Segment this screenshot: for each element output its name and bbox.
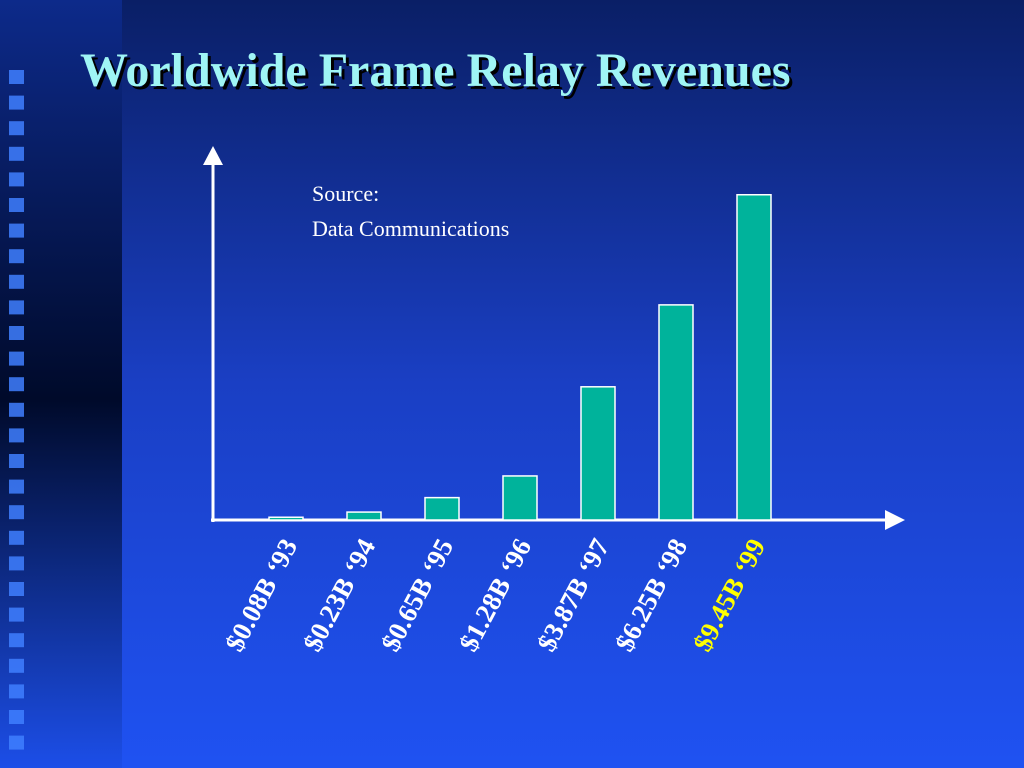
bar [502,475,538,521]
decor-square [9,121,24,136]
decor-square [9,326,24,340]
decor-square [9,710,24,724]
annotation: Source: [312,181,379,206]
decor-square [9,505,24,520]
decor-square [9,274,24,289]
decor-square [9,530,24,545]
chart-title: Worldwide Frame Relay Revenues [80,44,791,97]
decor-square [9,607,24,622]
bar [268,516,304,521]
decor-square [9,223,24,238]
decor-square [9,70,24,84]
decor-square [9,172,24,187]
decor-square [9,402,24,417]
decor-square [9,249,24,264]
decor-square [9,454,24,468]
decor-square [9,582,24,596]
decor-square [9,146,24,161]
decor-square [9,377,24,392]
bar [658,304,694,521]
annotation: Data Communications [312,216,509,241]
bar [346,511,382,521]
decor-square [9,198,24,212]
x-axis-arrow [885,510,905,530]
decor-square [9,658,24,673]
decor-square [9,351,24,366]
chart-title-shadow: Worldwide Frame Relay Revenues [83,47,794,100]
decor-square [9,735,24,750]
bar [736,193,772,521]
decor-square [9,556,24,571]
decor-square [9,428,24,443]
decor-squares [9,70,24,750]
decor-square [9,684,24,699]
bar [580,386,616,521]
decor-square [9,479,24,494]
y-axis-arrow [203,146,223,165]
decor-square [9,300,24,315]
decor-square [9,633,24,648]
decor-square [9,95,24,110]
bar [424,496,460,521]
